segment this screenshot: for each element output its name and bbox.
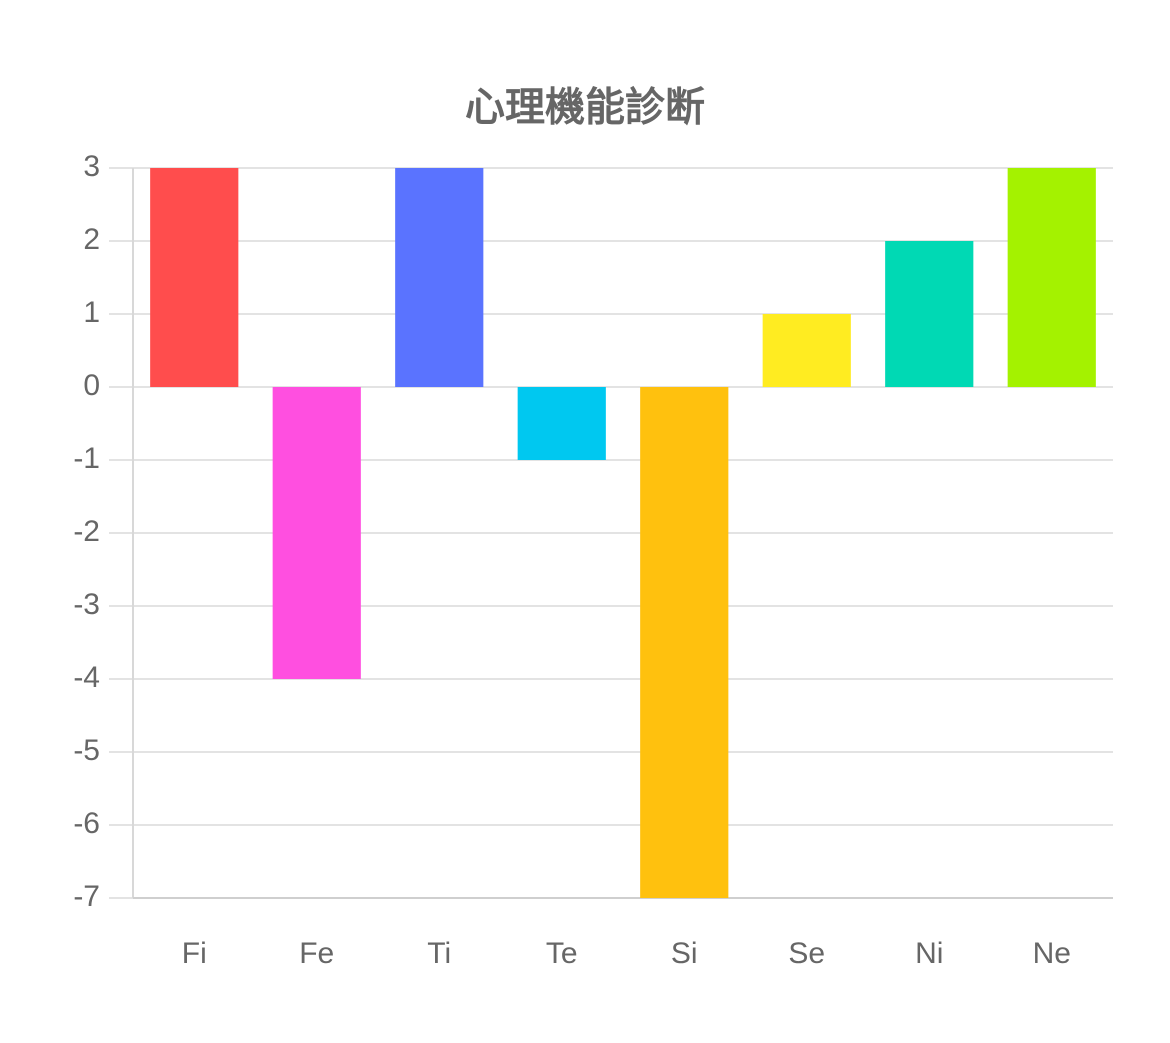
bar <box>150 168 239 387</box>
bar <box>885 241 974 387</box>
y-tick-label: -2 <box>73 515 100 548</box>
y-tick-label: -3 <box>73 588 100 621</box>
x-tick-label: Ne <box>1033 937 1071 970</box>
y-tick-label: 2 <box>83 223 100 256</box>
y-tick-label: 0 <box>83 369 100 402</box>
x-tick-label: Ni <box>915 937 943 970</box>
chart-title: 心理機能診断 <box>465 86 705 130</box>
bar <box>272 387 361 679</box>
bar <box>517 387 606 460</box>
x-tick-label: Si <box>671 937 698 970</box>
y-tick-label: 3 <box>83 150 100 183</box>
x-tick-label: Te <box>546 937 578 970</box>
y-tick-label: 1 <box>83 296 100 329</box>
x-tick-label: Se <box>788 937 825 970</box>
x-tick-label: Fi <box>182 937 207 970</box>
x-tick-label: Fe <box>299 937 334 970</box>
y-tick-label: -1 <box>73 442 100 475</box>
y-tick-label: -6 <box>73 807 100 840</box>
bar <box>640 387 729 898</box>
y-tick-label: -5 <box>73 734 100 767</box>
bar <box>395 168 484 387</box>
x-tick-label: Ti <box>427 937 451 970</box>
bar <box>1007 168 1096 387</box>
y-tick-label: -4 <box>73 661 100 694</box>
bar <box>762 314 851 387</box>
y-tick-label: -7 <box>73 880 100 913</box>
